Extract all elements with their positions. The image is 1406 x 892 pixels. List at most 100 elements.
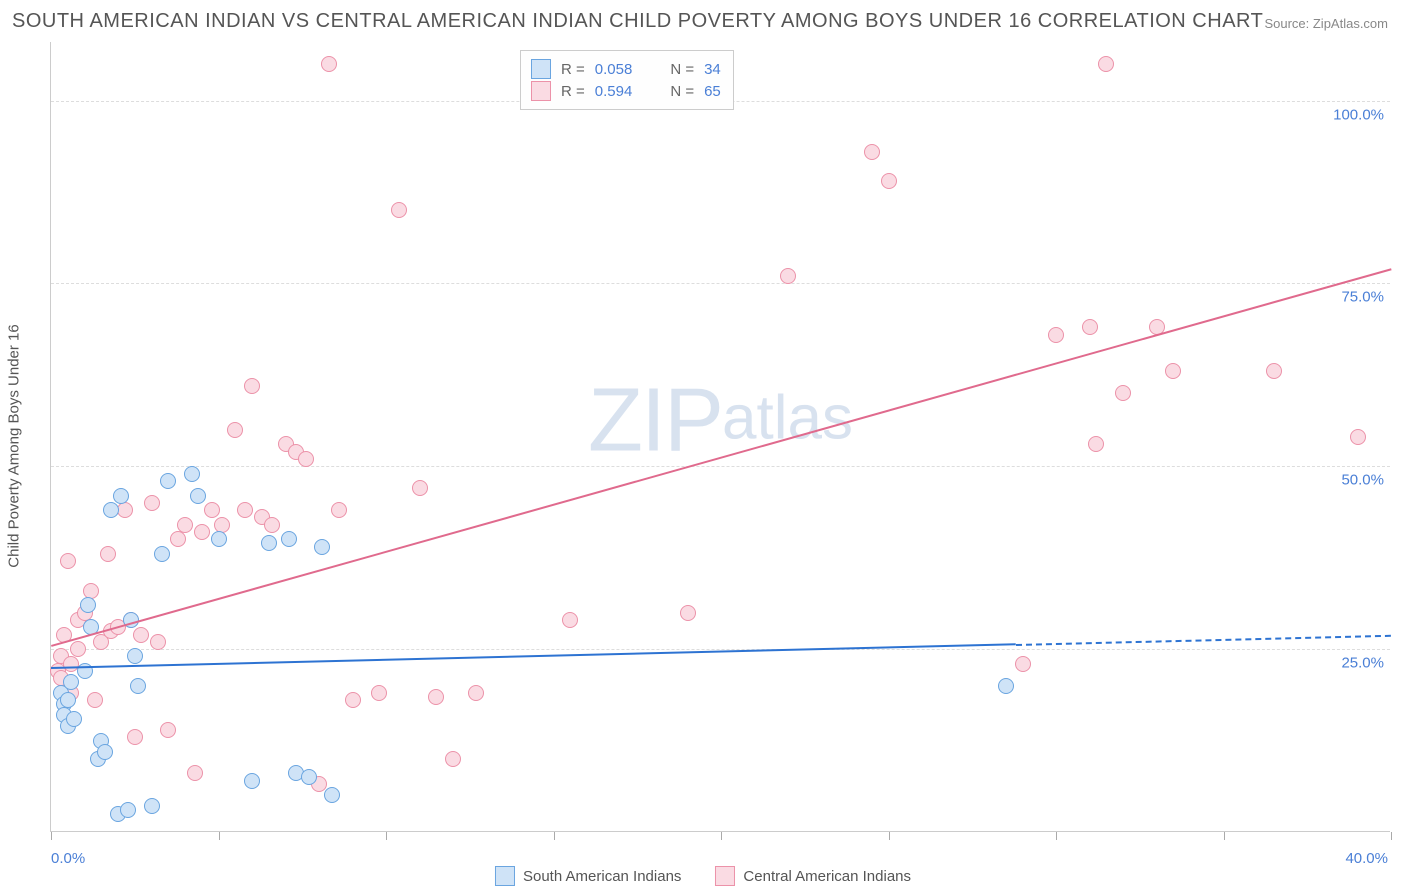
data-point-central [187,765,203,781]
gridline [51,466,1390,467]
legend-label-central: Central American Indians [743,868,911,885]
data-point-central [1165,363,1181,379]
data-point-central [1098,56,1114,72]
data-point-central [680,605,696,621]
trend-line [51,269,1392,648]
data-point-central [204,502,220,518]
data-point-central [1082,319,1098,335]
data-point-central [562,612,578,628]
data-point-central [468,685,484,701]
data-point-central [100,546,116,562]
data-point-south [97,744,113,760]
n-value: 34 [704,61,721,78]
x-tick-mark [1224,832,1225,840]
watermark-atlas: atlas [722,383,853,452]
correlation-row: R =0.594N =65 [531,81,721,101]
data-point-south [261,535,277,551]
data-point-central [345,692,361,708]
source-prefix: Source: [1264,16,1312,31]
correlation-swatch [531,81,551,101]
data-point-central [881,173,897,189]
trend-line [1016,634,1391,645]
x-tick-mark [889,832,890,840]
data-point-central [1266,363,1282,379]
data-point-central [412,480,428,496]
legend-item-south: South American Indians [495,866,681,886]
data-point-central [298,451,314,467]
watermark-zip: ZIP [588,370,722,470]
data-point-central [133,627,149,643]
y-axis-title: Child Poverty Among Boys Under 16 [6,324,23,567]
data-point-south [130,678,146,694]
data-point-central [177,517,193,533]
source-name: ZipAtlas.com [1313,16,1388,31]
data-point-south [60,692,76,708]
x-tick-mark [51,832,52,840]
x-tick-mark [1391,832,1392,840]
r-label: R = [561,83,585,100]
data-point-south [314,539,330,555]
data-point-central [170,531,186,547]
plot-area: ZIPatlas 25.0%50.0%75.0%100.0%0.0%40.0%R… [50,42,1390,832]
data-point-central [321,56,337,72]
data-point-central [864,144,880,160]
data-point-central [1048,327,1064,343]
x-tick-mark [721,832,722,840]
data-point-south [160,473,176,489]
series-legend: South American Indians Central American … [495,866,911,886]
data-point-central [445,751,461,767]
data-point-central [780,268,796,284]
gridline [51,283,1390,284]
data-point-central [70,641,86,657]
data-point-central [428,689,444,705]
y-tick-label: 100.0% [1333,106,1384,123]
data-point-central [1115,385,1131,401]
data-point-central [1350,429,1366,445]
data-point-central [244,378,260,394]
y-tick-label: 25.0% [1341,655,1384,672]
data-point-central [150,634,166,650]
r-value: 0.058 [595,61,633,78]
data-point-south [127,648,143,664]
legend-label-south: South American Indians [523,868,681,885]
data-point-central [87,692,103,708]
legend-swatch-south [495,866,515,886]
correlation-row: R =0.058N =34 [531,59,721,79]
r-label: R = [561,61,585,78]
data-point-central [160,722,176,738]
chart-title: SOUTH AMERICAN INDIAN VS CENTRAL AMERICA… [12,10,1263,33]
correlation-swatch [531,59,551,79]
legend-item-central: Central American Indians [715,866,911,886]
x-tick-mark [554,832,555,840]
data-point-central [264,517,280,533]
data-point-south [301,769,317,785]
data-point-south [144,798,160,814]
data-point-central [227,422,243,438]
data-point-central [1088,436,1104,452]
data-point-south [120,802,136,818]
data-point-south [324,787,340,803]
x-tick-mark [219,832,220,840]
correlation-legend: R = 0.058 N = 34 R =0.594N =65 [520,50,734,110]
data-point-south [63,674,79,690]
data-point-central [144,495,160,511]
y-tick-label: 75.0% [1341,289,1384,306]
data-point-central [127,729,143,745]
n-label: N = [670,83,694,100]
data-point-south [66,711,82,727]
source-attribution: Source: ZipAtlas.com [1264,16,1388,31]
x-tick-label-min: 0.0% [51,850,85,867]
data-point-central [194,524,210,540]
data-point-south [103,502,119,518]
data-point-south [244,773,260,789]
data-point-central [237,502,253,518]
data-point-south [113,488,129,504]
data-point-central [60,553,76,569]
data-point-south [998,678,1014,694]
data-point-south [184,466,200,482]
data-point-central [214,517,230,533]
legend-swatch-central [715,866,735,886]
data-point-central [1015,656,1031,672]
data-point-south [80,597,96,613]
trend-line [51,644,1016,670]
